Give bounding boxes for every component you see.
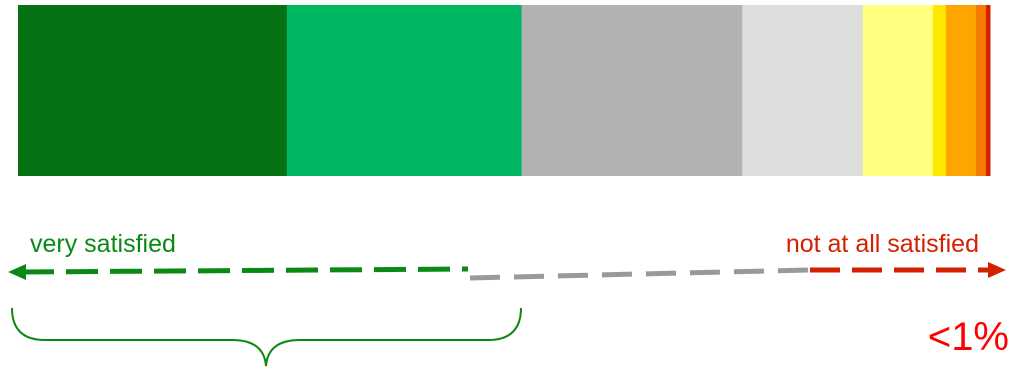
- very-satisfied-arrow-line: [21, 266, 469, 275]
- bar-segment-1: [18, 5, 288, 176]
- dissatisfied-share-label: <1%: [927, 315, 1009, 359]
- bar-segment-8: [975, 5, 987, 176]
- bar-segment-9: [985, 5, 991, 176]
- bar-segment-7: [945, 5, 977, 176]
- not-at-all-satisfied-label: not at all satisfied: [785, 230, 979, 258]
- bar-segment-4: [742, 5, 864, 176]
- very-satisfied-label: very satisfied: [30, 230, 176, 258]
- satisfied-share-brace: [11, 307, 522, 367]
- right-arrowhead-icon: [988, 262, 1006, 278]
- bar-segment-5: [862, 5, 934, 176]
- bar-segment-6: [932, 5, 947, 176]
- neutral-arrow-line: [469, 267, 809, 281]
- bar-segment-2: [286, 5, 523, 176]
- left-arrowhead-icon: [8, 264, 26, 280]
- stacked-bar: [18, 5, 991, 176]
- bar-segment-3: [521, 5, 743, 176]
